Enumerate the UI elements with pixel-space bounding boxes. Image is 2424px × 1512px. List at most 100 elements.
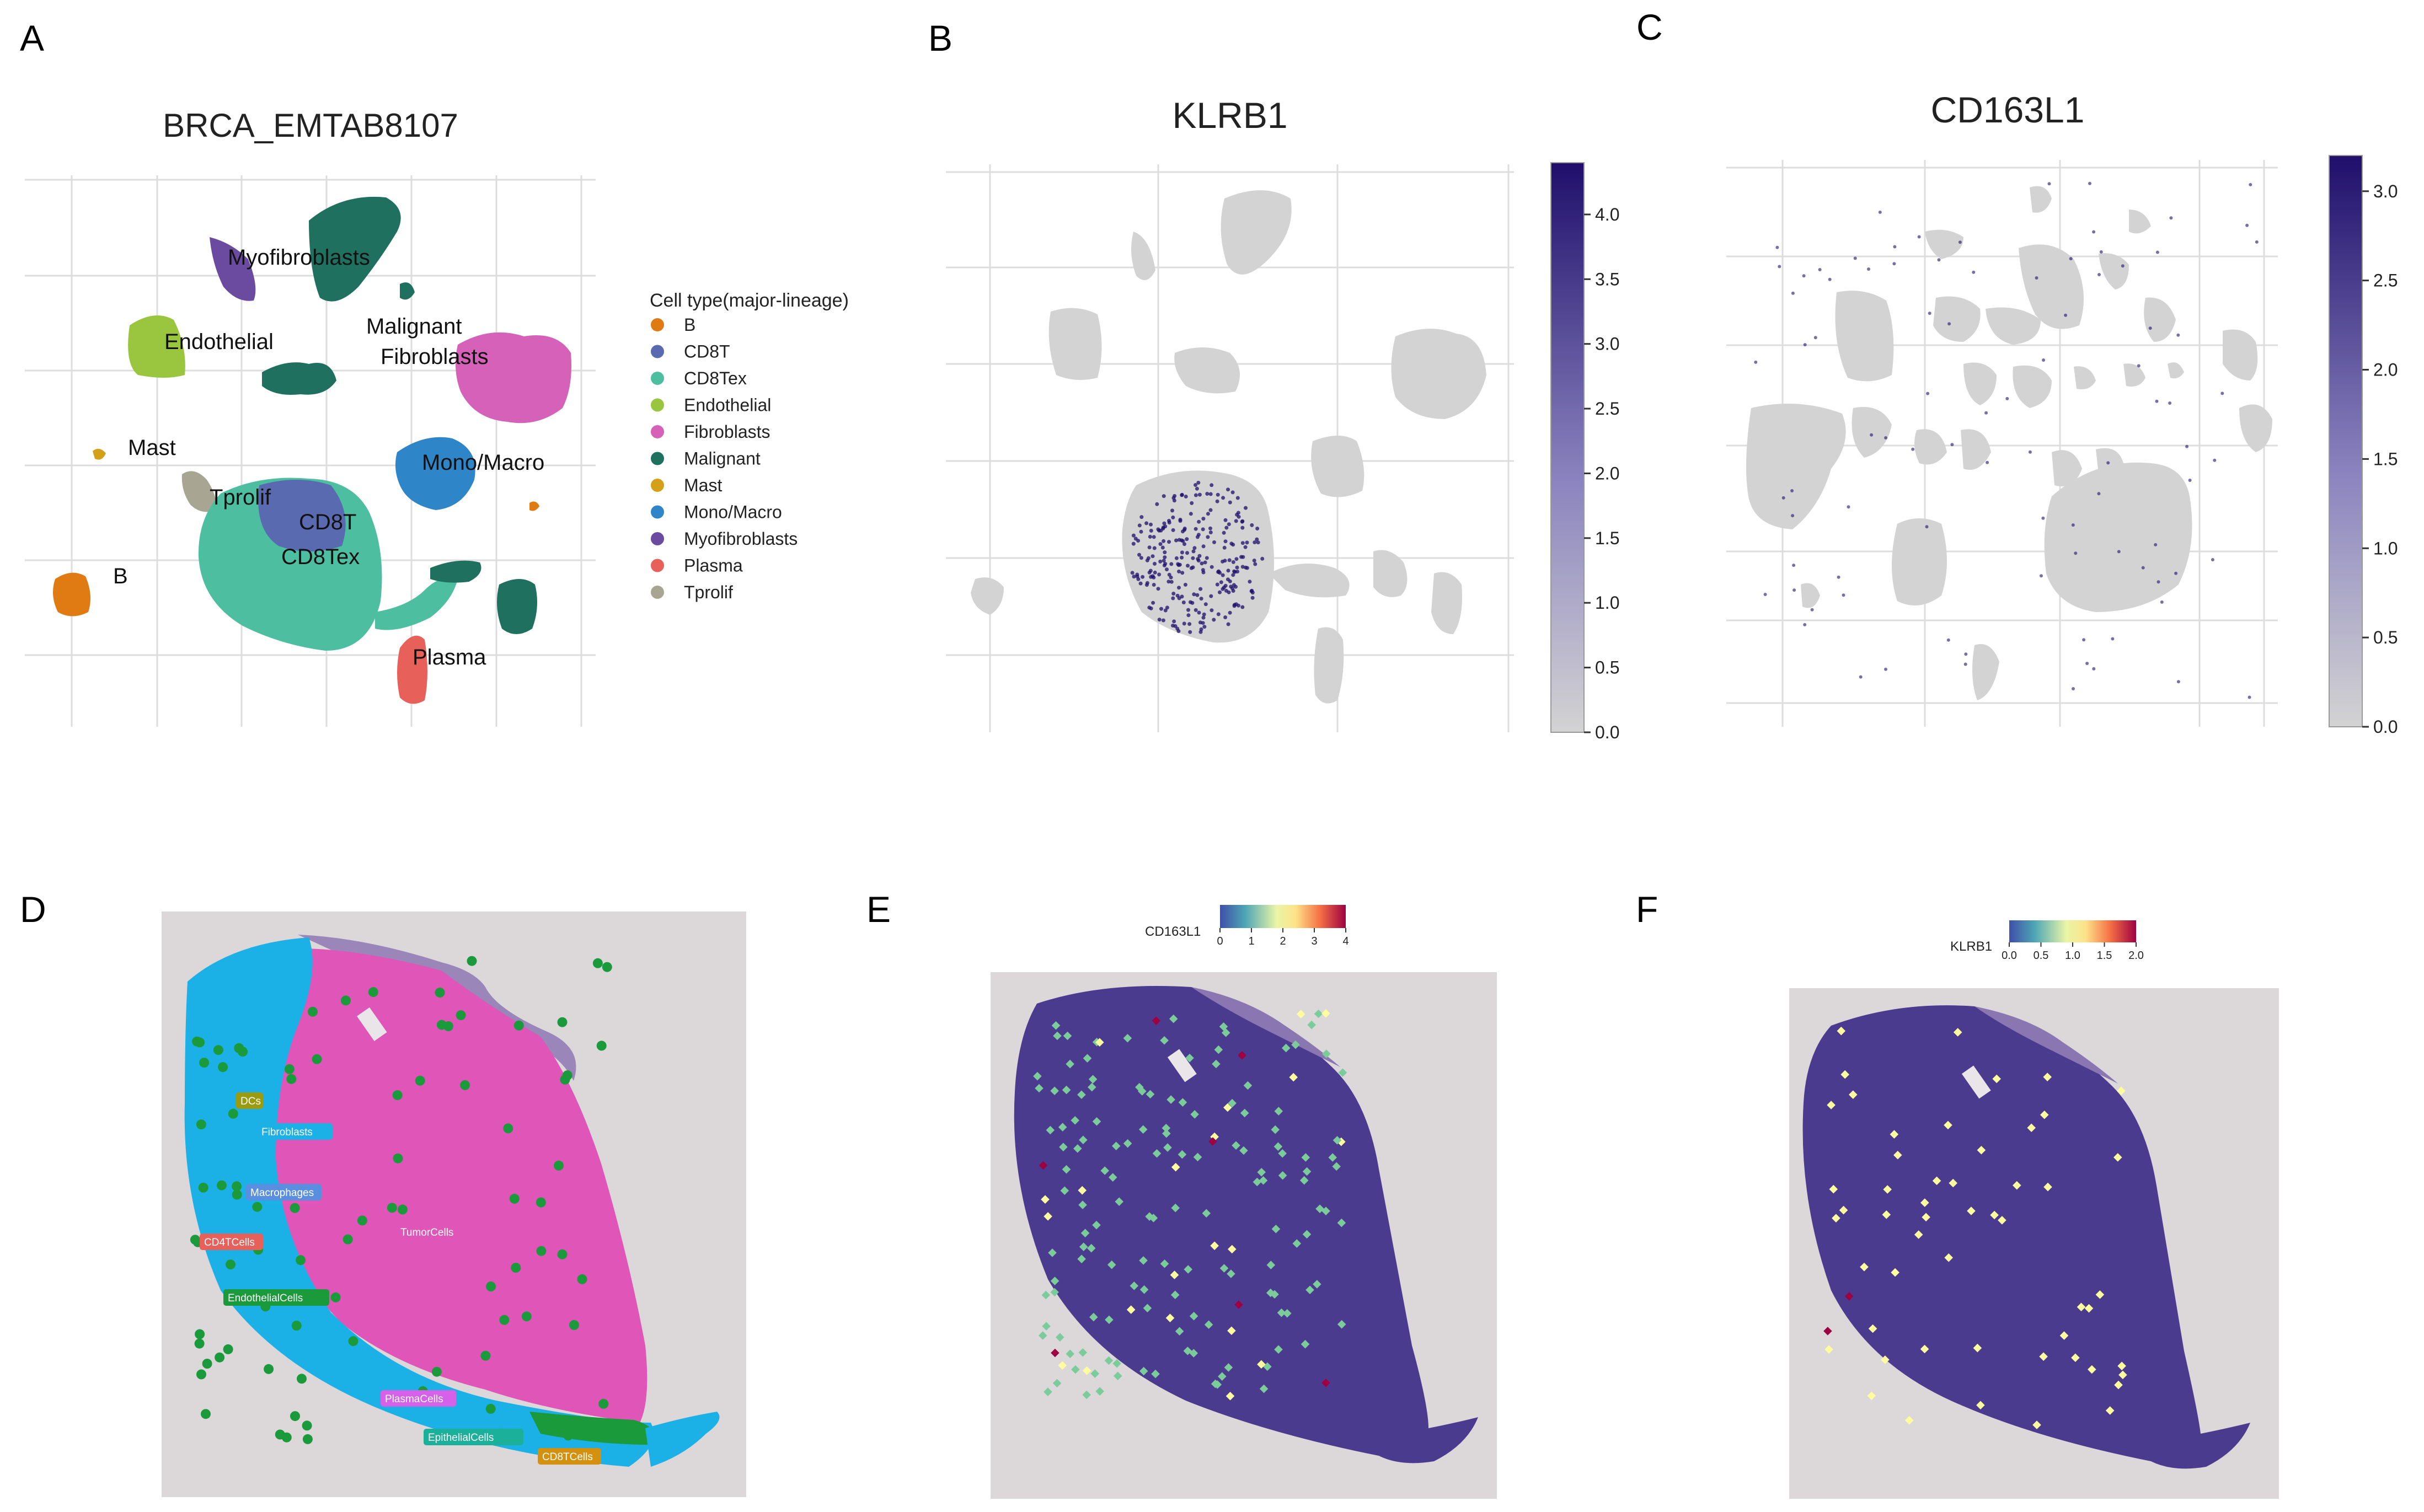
expression-dot xyxy=(1234,519,1238,523)
spot-dot xyxy=(215,1352,225,1363)
expression-spot xyxy=(1313,1280,1321,1289)
spot-dot xyxy=(577,1274,587,1284)
label-malignant: Malignant xyxy=(366,314,462,339)
expression-spot xyxy=(1123,1034,1132,1043)
expression-spot xyxy=(1277,1308,1286,1317)
expression-spot xyxy=(1990,1210,1999,1220)
expression-spot xyxy=(1998,1216,2006,1225)
cd163l1-title: CD163L1 xyxy=(1931,89,2085,130)
spot-dot xyxy=(343,1234,353,1245)
expression-spot xyxy=(1292,1239,1302,1248)
expression-spot xyxy=(1053,1031,1062,1041)
expression-dot xyxy=(2117,550,2121,554)
spot-dot xyxy=(467,956,477,966)
expression-dot xyxy=(1198,630,1203,634)
panel-b-expression-dots xyxy=(1130,480,1265,634)
spot-dot xyxy=(308,1006,318,1017)
expression-dot xyxy=(1215,582,1219,587)
spot-dot xyxy=(397,1204,408,1215)
panel-e-spatial: CD163L1 0 1 2 3 4 xyxy=(991,905,1497,1499)
expression-dot xyxy=(1181,600,1186,604)
expression-dot xyxy=(1156,587,1160,591)
expression-spot xyxy=(1893,1151,1902,1160)
expression-spot xyxy=(1922,1213,1930,1222)
cluster-malignant-mid xyxy=(262,362,336,395)
expression-dot xyxy=(1192,592,1196,597)
expression-dot xyxy=(1171,624,1175,628)
spot-dot xyxy=(196,1119,206,1130)
expression-spot xyxy=(1202,1209,1211,1218)
expression-dot xyxy=(1171,528,1175,532)
expression-spot xyxy=(2013,1181,2021,1190)
expression-dot xyxy=(2040,574,2043,578)
expression-spot xyxy=(2077,1302,2086,1312)
expression-dot xyxy=(1136,577,1141,581)
spot-dot xyxy=(513,1020,524,1031)
expression-spot xyxy=(1183,1347,1192,1355)
expression-dot xyxy=(1151,554,1155,559)
cluster-fibroblasts xyxy=(456,332,571,423)
expression-dot xyxy=(1181,529,1185,534)
panel-e-tissue xyxy=(1014,986,1478,1463)
annotation-box xyxy=(538,1448,601,1465)
spot-dot xyxy=(281,1432,292,1443)
expression-dot xyxy=(1202,612,1206,616)
panel-letter-a: A xyxy=(20,18,44,58)
expression-spot xyxy=(2113,1153,2122,1162)
expression-dot xyxy=(1137,553,1141,557)
expression-dot xyxy=(1151,600,1155,605)
expression-dot xyxy=(1155,502,1159,506)
expression-spot xyxy=(1882,1210,1891,1219)
panel-f-spatial: KLRB1 0.0 0.5 1.0 1.5 2.0 xyxy=(1789,920,2279,1499)
expression-dot xyxy=(2188,479,2192,482)
expression-spot xyxy=(1107,1260,1116,1269)
expression-spot xyxy=(1165,1313,1175,1322)
colorbar-tick-label: 2.5 xyxy=(2373,271,2398,291)
spot-dot xyxy=(415,1075,425,1086)
expression-dot xyxy=(2041,516,2045,520)
expression-dot xyxy=(1197,492,1202,497)
spot-dot xyxy=(592,958,603,968)
expression-dot xyxy=(1984,411,1988,415)
expression-spot xyxy=(1139,1366,1148,1376)
spot-dot xyxy=(509,1193,520,1204)
expression-spot xyxy=(1078,1200,1087,1209)
expression-spot xyxy=(1890,1130,1899,1139)
spot-dot xyxy=(348,1336,358,1347)
legend-marker-plasma xyxy=(651,559,664,572)
expression-dot xyxy=(1792,588,1796,592)
expression-spot xyxy=(1210,1241,1219,1250)
colorbar-tick-label: 1.5 xyxy=(2097,950,2112,962)
spot-dot xyxy=(536,1197,546,1208)
spot-dot xyxy=(232,1181,242,1192)
expression-dot xyxy=(1176,629,1181,633)
expression-dot xyxy=(1926,392,1930,395)
panel-f-colorbar-label: KLRB1 xyxy=(1950,939,1992,954)
expression-dot xyxy=(1170,508,1174,513)
expression-dot xyxy=(1144,583,1149,587)
expression-dot xyxy=(1194,483,1197,487)
expression-dot xyxy=(1964,652,1968,656)
expression-dot xyxy=(1162,494,1166,498)
expression-spot xyxy=(1253,1177,1262,1187)
spot-dot xyxy=(198,1182,208,1193)
expression-spot xyxy=(1266,1288,1275,1297)
colorbar-tick-label: 1.0 xyxy=(1595,593,1619,613)
expression-spot xyxy=(2059,1331,2069,1340)
klrb1-title: KLRB1 xyxy=(1172,95,1287,136)
expression-dot xyxy=(1248,580,1252,584)
expression-dot xyxy=(2211,558,2214,561)
expression-dot xyxy=(1260,556,1265,561)
expression-spot xyxy=(1100,1166,1109,1175)
expression-dot xyxy=(1250,523,1254,527)
expression-dot xyxy=(1226,569,1230,573)
colorbar-tick-label: 1.5 xyxy=(1595,528,1619,548)
expression-dot xyxy=(1221,587,1225,591)
expression-dot xyxy=(1212,540,1216,544)
expression-spot xyxy=(1089,1312,1098,1322)
expression-dot xyxy=(2245,223,2249,227)
expression-dot xyxy=(1250,596,1255,600)
annotation-epithelialcells: EpithelialCells xyxy=(428,1432,494,1444)
panel-b-umap: KLRB1 0.00.51. xyxy=(946,95,1619,742)
expression-dot xyxy=(2106,461,2110,465)
